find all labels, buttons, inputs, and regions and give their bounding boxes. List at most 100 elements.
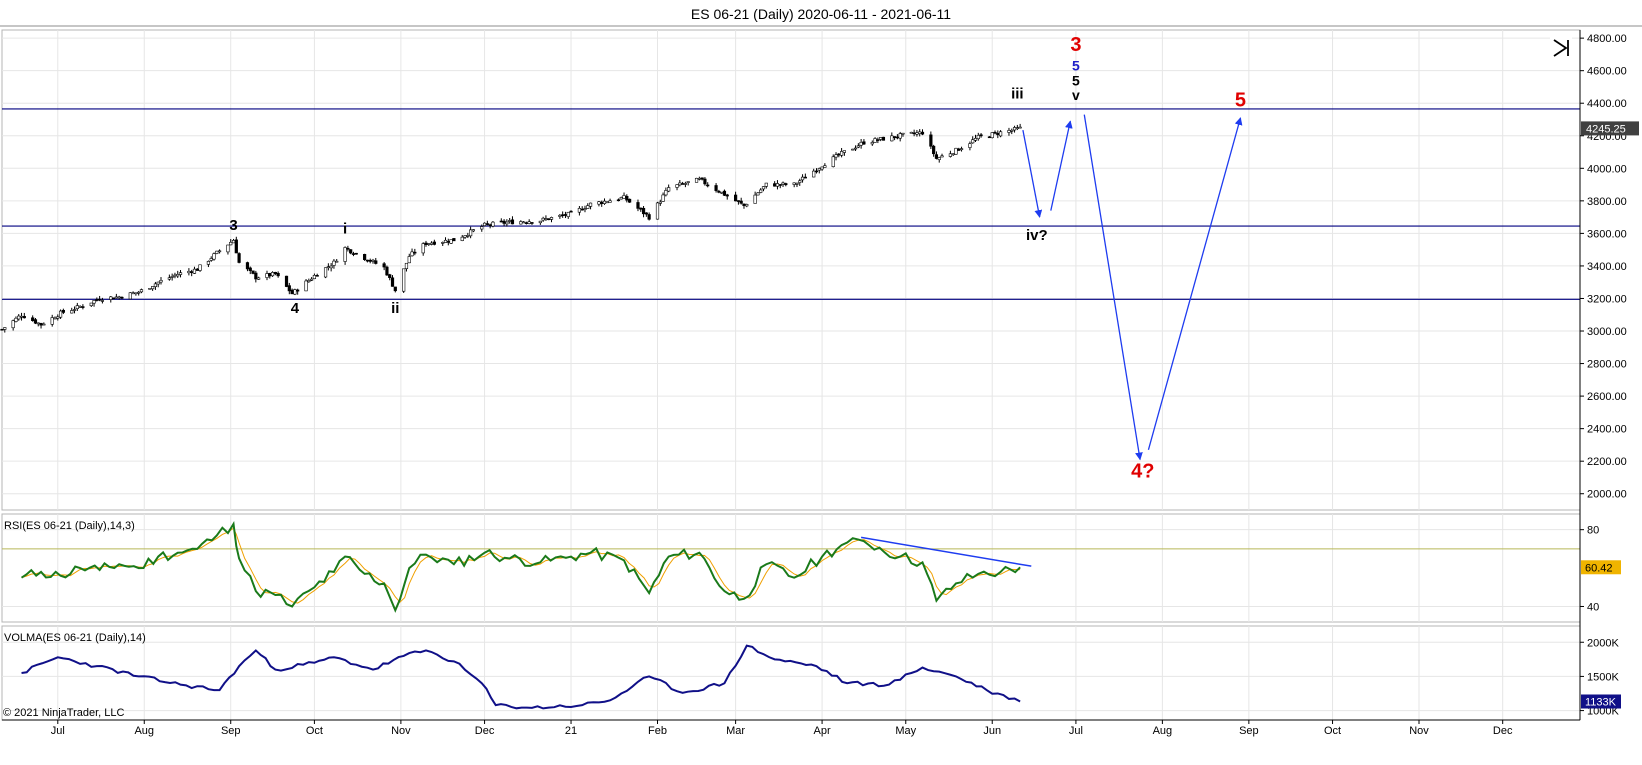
price-tick-label: 4600.00 bbox=[1587, 66, 1627, 78]
volma-last-badge bbox=[1581, 694, 1621, 709]
candle bbox=[212, 253, 216, 260]
candle bbox=[823, 165, 827, 168]
candle bbox=[190, 271, 194, 273]
candle bbox=[226, 244, 230, 253]
candle bbox=[954, 147, 958, 155]
candle bbox=[957, 148, 961, 151]
price-tick-label: 3000.00 bbox=[1587, 326, 1627, 338]
candle bbox=[722, 190, 727, 196]
candle bbox=[156, 281, 160, 285]
last-price-value: 4245.25 bbox=[1586, 123, 1626, 135]
price-tick-label: 3200.00 bbox=[1587, 293, 1627, 305]
candle bbox=[998, 131, 1003, 137]
candle bbox=[628, 198, 632, 203]
candle bbox=[597, 201, 601, 205]
candle bbox=[427, 243, 431, 245]
candle bbox=[11, 320, 15, 329]
candle bbox=[547, 218, 551, 221]
candle bbox=[622, 195, 626, 199]
candle bbox=[647, 214, 651, 220]
candle bbox=[569, 210, 573, 213]
candle bbox=[75, 305, 79, 309]
candle bbox=[315, 275, 319, 277]
x-tick-label: Nov bbox=[391, 725, 411, 737]
wave-label: 5 bbox=[1072, 58, 1080, 74]
candle bbox=[602, 200, 607, 204]
candle bbox=[561, 214, 565, 216]
candle bbox=[530, 222, 534, 224]
candle bbox=[893, 136, 897, 138]
candle bbox=[1010, 129, 1014, 132]
candle bbox=[937, 157, 941, 160]
candle bbox=[951, 153, 955, 156]
candle bbox=[856, 145, 860, 148]
candle bbox=[588, 202, 593, 207]
candle bbox=[1007, 130, 1011, 133]
price-tick-label: 2400.00 bbox=[1587, 424, 1627, 436]
candle bbox=[254, 272, 258, 280]
candle bbox=[544, 218, 548, 220]
candle bbox=[429, 242, 434, 245]
candle bbox=[268, 273, 272, 277]
candle bbox=[39, 322, 43, 326]
candle bbox=[803, 176, 807, 179]
candle bbox=[31, 317, 35, 321]
candle bbox=[109, 296, 113, 300]
candle bbox=[714, 185, 718, 191]
price-tick-label: 4000.00 bbox=[1587, 163, 1627, 175]
candle bbox=[742, 203, 746, 206]
volma-tick-label: 1500K bbox=[1587, 671, 1619, 683]
candle bbox=[505, 221, 509, 225]
candle bbox=[310, 278, 314, 281]
candle bbox=[756, 192, 760, 196]
candle bbox=[644, 212, 648, 215]
candle bbox=[42, 323, 46, 326]
x-tick-label: Jul bbox=[51, 725, 65, 737]
skip-to-end-icon[interactable] bbox=[1550, 36, 1572, 58]
candle bbox=[3, 327, 7, 330]
candle bbox=[817, 168, 821, 171]
candle bbox=[273, 271, 277, 275]
volma-tick-label: 1000K bbox=[1587, 706, 1619, 718]
candle bbox=[932, 145, 936, 155]
candle bbox=[335, 260, 339, 263]
candle bbox=[245, 262, 250, 270]
candle bbox=[697, 178, 701, 180]
x-tick-label: Sep bbox=[1239, 725, 1259, 737]
candle bbox=[491, 221, 495, 227]
candle bbox=[382, 263, 386, 268]
projection-arrow bbox=[1083, 114, 1143, 461]
candle bbox=[248, 267, 252, 271]
candle bbox=[215, 250, 219, 254]
candle bbox=[404, 262, 409, 270]
candle bbox=[452, 238, 456, 242]
candle bbox=[915, 132, 919, 135]
candle bbox=[890, 135, 894, 142]
candle bbox=[482, 222, 487, 226]
candle bbox=[290, 289, 294, 295]
candle bbox=[89, 302, 93, 307]
candle bbox=[365, 259, 370, 262]
candle bbox=[641, 207, 646, 215]
candle bbox=[725, 194, 729, 197]
candle bbox=[976, 135, 980, 140]
price-tick-label: 2000.00 bbox=[1587, 489, 1627, 501]
rsi-divergence-trendline bbox=[861, 536, 1032, 567]
wave-label: iv? bbox=[1026, 227, 1048, 244]
candle bbox=[56, 316, 60, 319]
candle bbox=[522, 221, 526, 224]
candle bbox=[390, 277, 395, 287]
candle bbox=[469, 229, 473, 237]
candle bbox=[993, 131, 997, 134]
candle bbox=[346, 247, 350, 250]
candle bbox=[563, 214, 568, 216]
candle bbox=[840, 151, 844, 156]
candle bbox=[859, 141, 863, 146]
candle bbox=[471, 229, 476, 232]
candle bbox=[463, 235, 467, 238]
candle bbox=[402, 268, 406, 292]
candle bbox=[519, 221, 523, 225]
candle bbox=[664, 190, 668, 196]
